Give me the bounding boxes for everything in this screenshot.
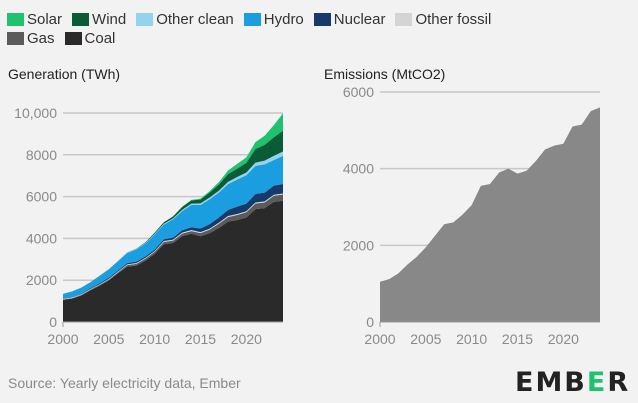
- area-gas: [63, 194, 283, 300]
- x-tick-label: 2020: [231, 331, 262, 347]
- x-tick-label: 2005: [410, 331, 441, 347]
- legend-swatch: [243, 13, 261, 26]
- area-nuclear: [63, 184, 283, 299]
- legend-label: Coal: [84, 30, 116, 47]
- y-tick-label: 10,000: [14, 105, 57, 121]
- legend-item-coal: Coal: [64, 30, 116, 47]
- x-tick-label: 2010: [139, 331, 170, 347]
- y-tick-label: 6000: [343, 84, 374, 100]
- y-tick-label: 4000: [26, 230, 57, 246]
- legend-label: Solar: [27, 11, 63, 28]
- x-tick-label: 2015: [502, 331, 533, 347]
- y-tick-label: 0: [49, 314, 57, 330]
- area-emissions: [380, 107, 600, 322]
- x-tick-label: 2015: [185, 331, 216, 347]
- legend-swatch: [7, 32, 24, 45]
- legend-label: Gas: [27, 30, 55, 47]
- legend-item-solar: Solar: [7, 11, 62, 28]
- legend-item-hydro: Hydro: [243, 11, 304, 28]
- x-tick-label: 2000: [364, 331, 395, 347]
- x-tick-label: 2000: [47, 331, 78, 347]
- legend-label: Other fossil: [415, 11, 492, 28]
- legend-item-nuclear: Nuclear: [313, 11, 386, 28]
- legend-label: Hydro: [263, 11, 304, 28]
- legend-swatch: [313, 13, 331, 26]
- area-hydro: [63, 155, 283, 299]
- y-tick-label: 8000: [26, 147, 57, 163]
- y-tick-label: 2000: [343, 237, 374, 253]
- legend-label: Nuclear: [333, 11, 386, 28]
- legend: Solar Wind Other clean Hydro Nuclear Other fo…: [7, 11, 607, 49]
- legend-item-wind: Wind: [72, 11, 126, 28]
- area-wind: [63, 130, 283, 294]
- source-note: Source: Yearly electricity data, Ember: [8, 375, 241, 391]
- legend-swatch: [72, 13, 90, 26]
- x-tick-label: 2010: [456, 331, 487, 347]
- legend-swatch: [136, 13, 154, 26]
- ember-logo: EMBER: [515, 367, 631, 398]
- y-tick-label: 4000: [343, 161, 374, 177]
- x-tick-label: 2005: [93, 331, 124, 347]
- y-tick-label: 0: [366, 314, 374, 330]
- legend-item-other-fossil: Other fossil: [395, 11, 491, 28]
- legend-swatch: [395, 13, 413, 26]
- legend-item-gas: Gas: [7, 30, 55, 47]
- legend-swatch: [7, 13, 24, 26]
- area-coal: [63, 200, 283, 322]
- y-tick-label: 2000: [26, 272, 57, 288]
- emissions-chart-title: Emissions (MtCO2): [324, 66, 446, 82]
- legend-label: Wind: [92, 11, 127, 28]
- generation-chart-title: Generation (TWh): [8, 66, 121, 82]
- legend-item-other-clean: Other clean: [136, 11, 234, 28]
- y-tick-label: 6000: [26, 189, 57, 205]
- x-tick-label: 2020: [548, 331, 579, 347]
- legend-swatch: [64, 32, 82, 45]
- legend-label: Other clean: [156, 11, 234, 28]
